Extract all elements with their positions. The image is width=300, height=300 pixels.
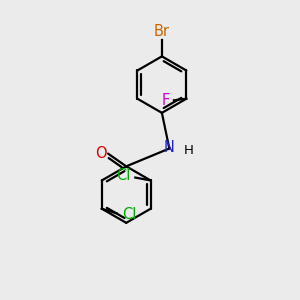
Text: N: N bbox=[164, 140, 175, 155]
Text: F: F bbox=[161, 93, 170, 108]
Text: H: H bbox=[184, 144, 194, 158]
Text: Br: Br bbox=[154, 24, 170, 39]
Text: Cl: Cl bbox=[122, 207, 136, 222]
Text: O: O bbox=[95, 146, 106, 161]
Text: Cl: Cl bbox=[116, 168, 130, 183]
